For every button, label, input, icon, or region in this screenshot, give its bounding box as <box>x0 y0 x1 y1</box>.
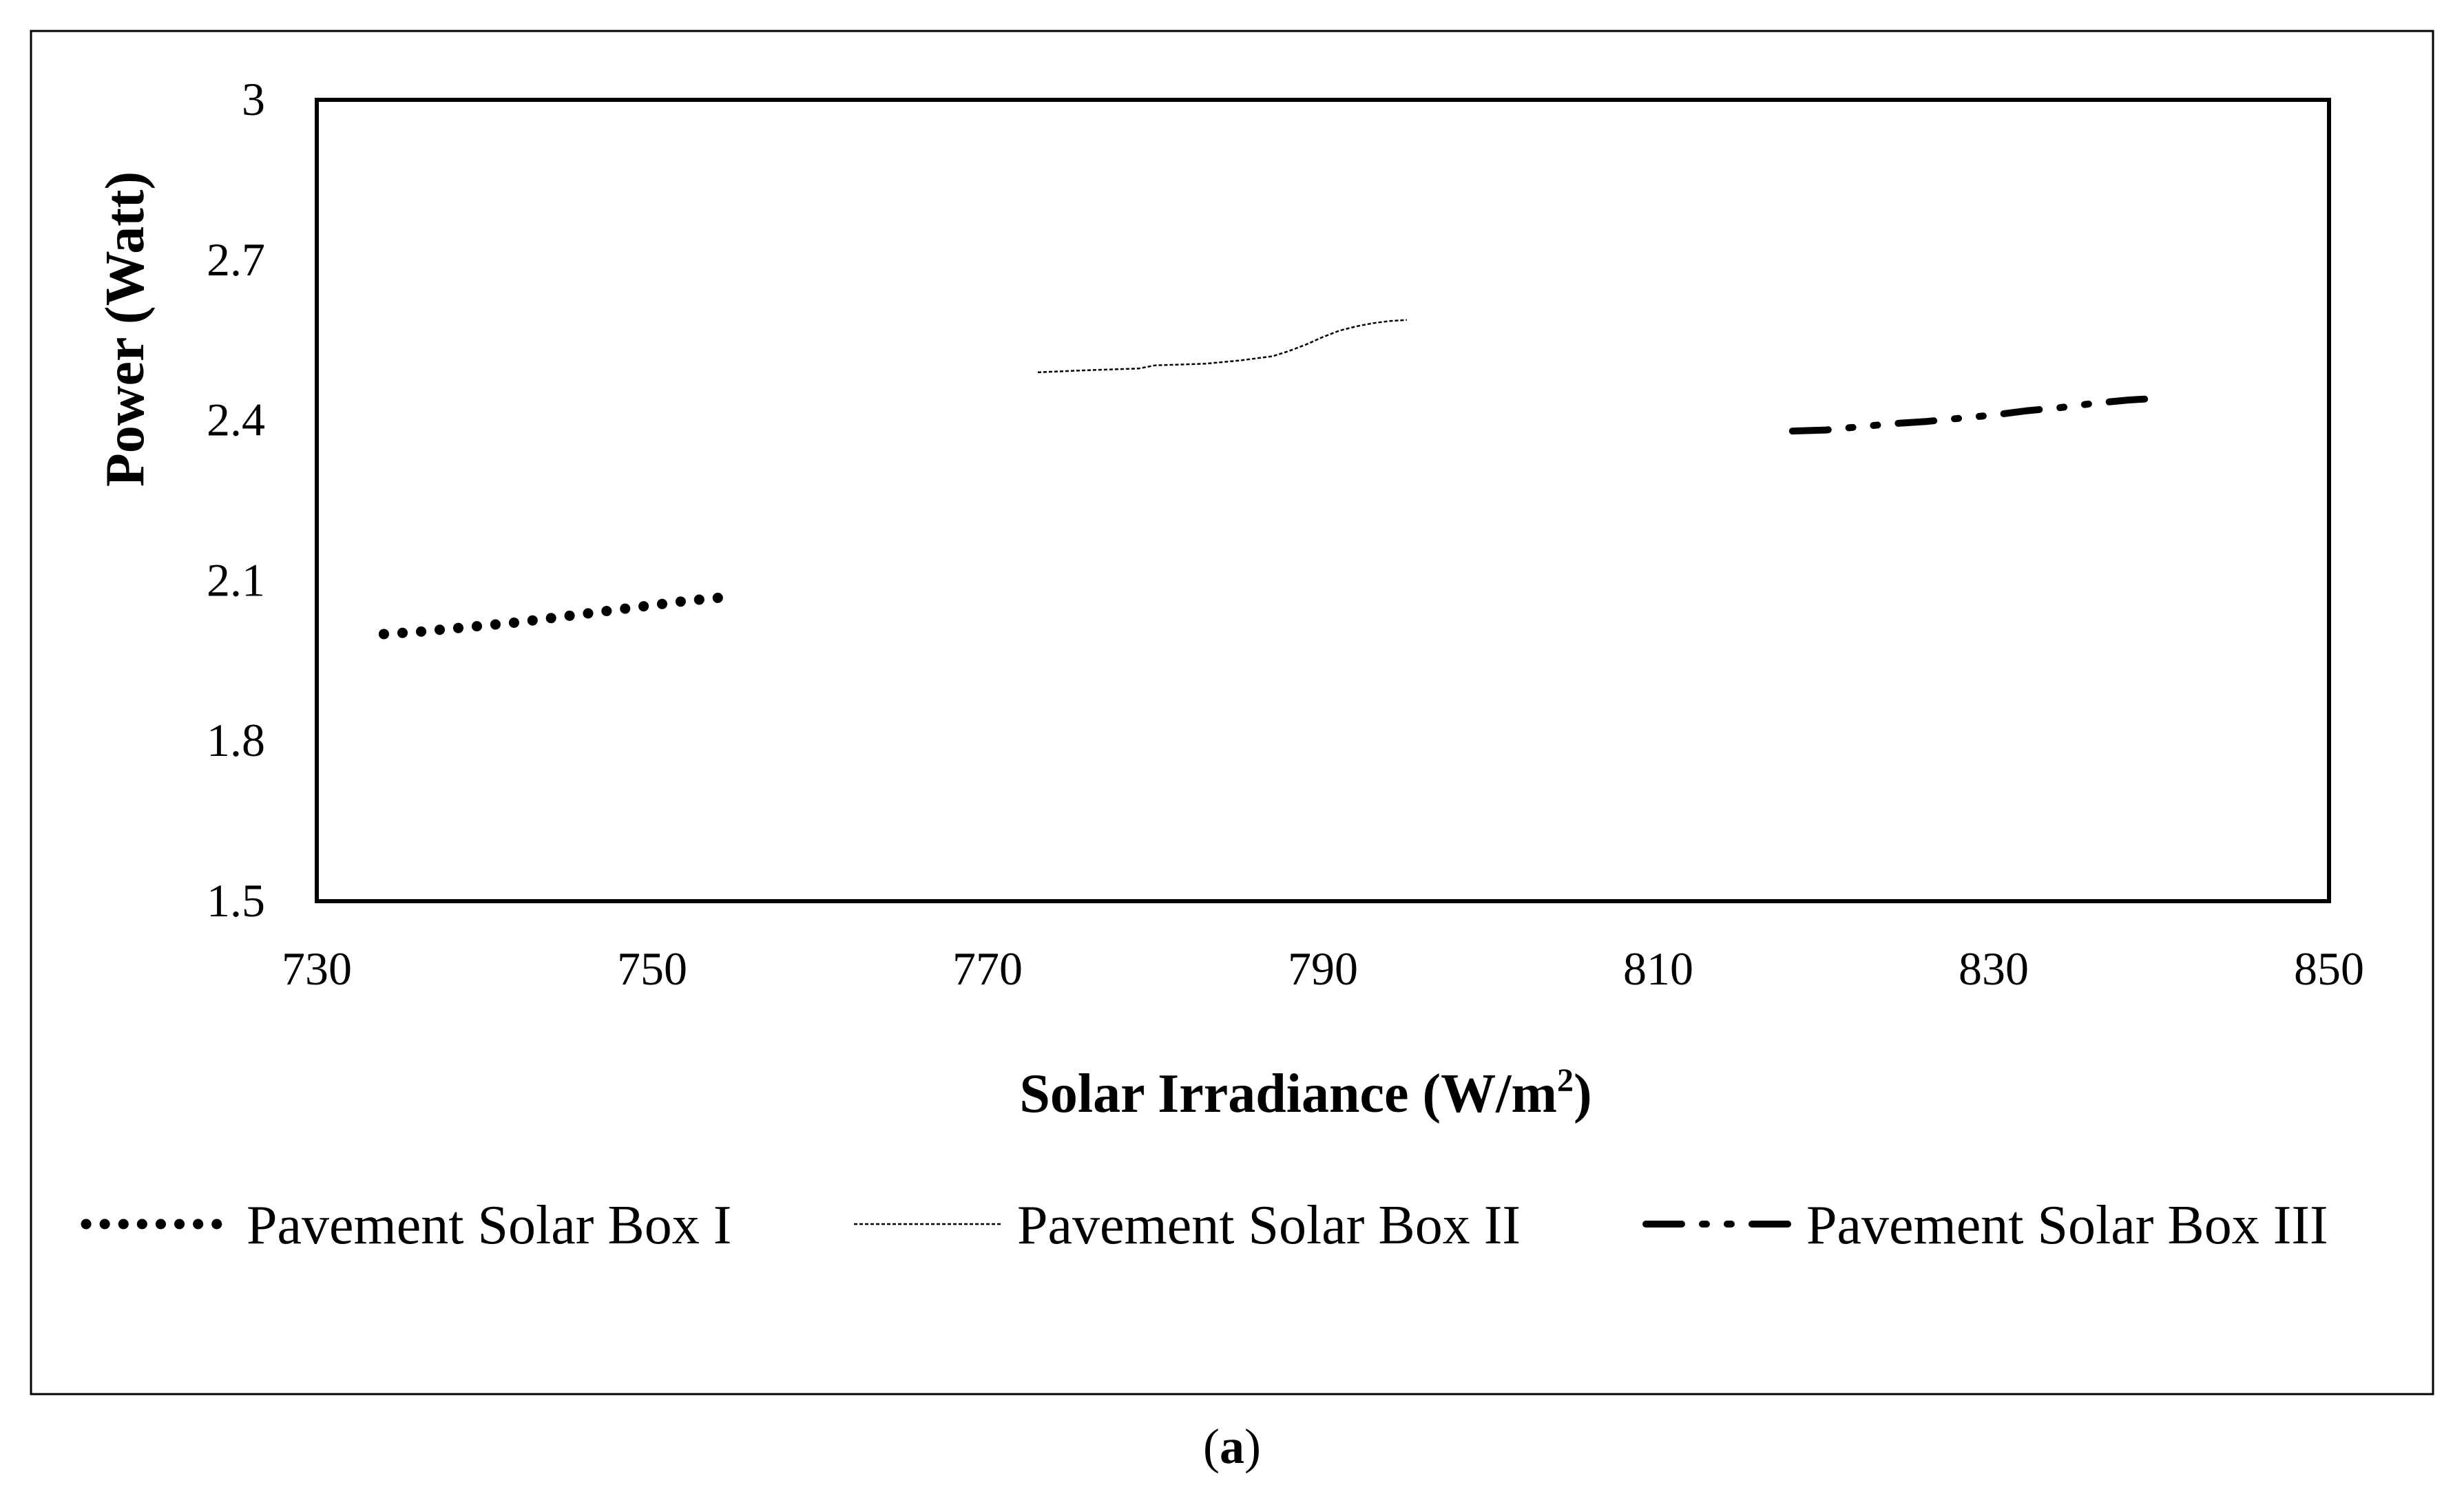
legend-label-series-1: Pavement Solar Box I <box>247 1195 731 1256</box>
series-line-2 <box>1037 319 1407 374</box>
x-tick-label: 850 <box>2294 942 2364 995</box>
x-axis-title: Solar Irradiance (W/m2) <box>1019 1062 1591 1124</box>
y-tick-label: 1.5 <box>207 874 265 927</box>
x-axis-title-suffix: ) <box>1574 1064 1592 1124</box>
legend: Pavement Solar Box I Pavement Solar Box … <box>81 1195 2328 1256</box>
y-axis-title: Power (Watt) <box>95 171 156 487</box>
x-tick-label: 750 <box>617 942 687 995</box>
legend-label-series-2: Pavement Solar Box II <box>1017 1195 1521 1256</box>
plot-area <box>315 98 2331 903</box>
x-tick-label: 730 <box>282 942 352 995</box>
x-tick-label: 830 <box>1959 942 2029 995</box>
y-tick-label: 1.8 <box>207 714 265 766</box>
series-line-3 <box>1788 395 2149 435</box>
chart-frame <box>30 30 2434 1395</box>
y-tick-label: 3 <box>242 73 265 125</box>
y-tick-label: 2.4 <box>207 394 265 446</box>
y-tick-label: 2.7 <box>207 233 265 286</box>
series-line-1 <box>378 590 742 640</box>
series-layer <box>378 319 2149 640</box>
x-tick-label: 810 <box>1623 942 1693 995</box>
figure-caption-letter: a <box>1220 1419 1244 1474</box>
x-tick-label: 790 <box>1288 942 1358 995</box>
x-axis-title-main: Solar Irradiance (W/m <box>1019 1064 1557 1124</box>
figure-caption: (a) <box>1203 1419 1261 1474</box>
x-tick-label: 770 <box>952 942 1023 995</box>
legend-label-series-3: Pavement Solar Box III <box>1806 1195 2328 1256</box>
x-axis-ticks: 730 750 770 790 810 830 850 <box>282 942 2364 995</box>
y-tick-label: 2.1 <box>207 554 265 606</box>
x-axis-title-superscript: 2 <box>1557 1062 1574 1099</box>
y-axis-ticks: 1.5 1.8 2.1 2.4 2.7 3 <box>207 73 265 927</box>
